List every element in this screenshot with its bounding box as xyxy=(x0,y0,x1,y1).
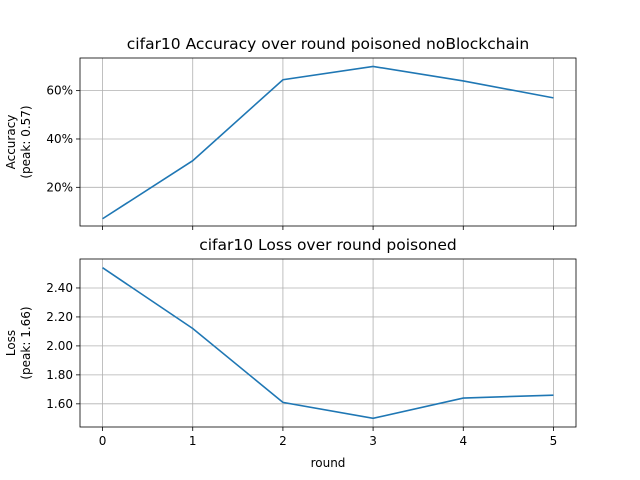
loss-y-axis-label-line2: (peak: 1.66) xyxy=(19,306,33,379)
x-tick-label: 1 xyxy=(189,434,197,448)
accuracy-plot-frame xyxy=(79,57,577,227)
x-tick-label: 4 xyxy=(459,434,467,448)
accuracy-chart-title: cifar10 Accuracy over round poisoned noB… xyxy=(127,35,529,53)
accuracy-series-line xyxy=(102,65,554,220)
accuracy-grid xyxy=(80,58,576,226)
y-tick-label: 1.80 xyxy=(46,368,73,382)
y-tick-label: 60% xyxy=(46,84,73,98)
loss-grid xyxy=(80,259,576,427)
x-tick-label: 0 xyxy=(99,434,107,448)
loss-chart-title: cifar10 Loss over round poisoned xyxy=(199,236,457,254)
loss-plot-frame xyxy=(79,258,577,428)
x-tick-label: 2 xyxy=(279,434,287,448)
accuracy-y-ticks: 20% 40% 60% xyxy=(46,84,80,194)
accuracy-y-axis-label-line1: Accuracy xyxy=(4,115,18,170)
loss-y-ticks: 1.60 1.80 2.00 2.20 2.40 xyxy=(46,281,80,411)
y-tick-label: 2.20 xyxy=(46,310,73,324)
y-tick-label: 2.40 xyxy=(46,281,73,295)
y-tick-label: 1.60 xyxy=(46,397,73,411)
y-tick-label: 2.00 xyxy=(46,339,73,353)
accuracy-x-ticks xyxy=(102,226,554,230)
y-tick-label: 40% xyxy=(46,132,73,146)
loss-y-axis-label-line1: Loss xyxy=(4,330,18,356)
x-tick-label: 5 xyxy=(550,434,558,448)
y-tick-label: 20% xyxy=(46,180,73,194)
loss-x-ticks: 0 1 2 3 4 5 xyxy=(99,427,558,448)
loss-x-axis-label: round xyxy=(311,456,346,470)
x-tick-label: 3 xyxy=(369,434,377,448)
accuracy-chart: cifar10 Accuracy over round poisoned noB… xyxy=(4,35,577,230)
loss-series-line xyxy=(102,267,554,420)
accuracy-y-axis-label-line2: (peak: 0.57) xyxy=(19,105,33,178)
